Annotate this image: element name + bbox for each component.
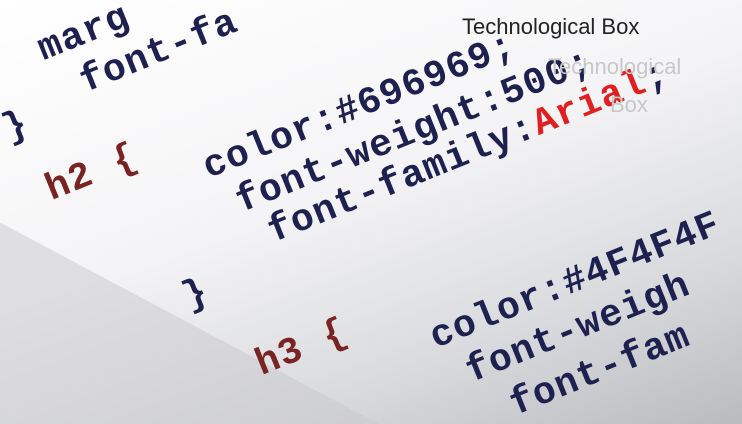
code-line: } [177, 271, 215, 320]
code-line: h3 { [250, 311, 354, 387]
caption-title: Technological Box [462, 14, 640, 39]
code-line: h2 { [40, 136, 144, 212]
caption-ghost: Technological [548, 54, 682, 79]
code-text: } [176, 270, 216, 320]
code-text: } [0, 102, 36, 152]
caption-ghost: Box [610, 92, 648, 117]
code-text: h2 { [39, 135, 145, 212]
code-text: h3 { [249, 310, 355, 387]
code-line: } [0, 103, 35, 152]
